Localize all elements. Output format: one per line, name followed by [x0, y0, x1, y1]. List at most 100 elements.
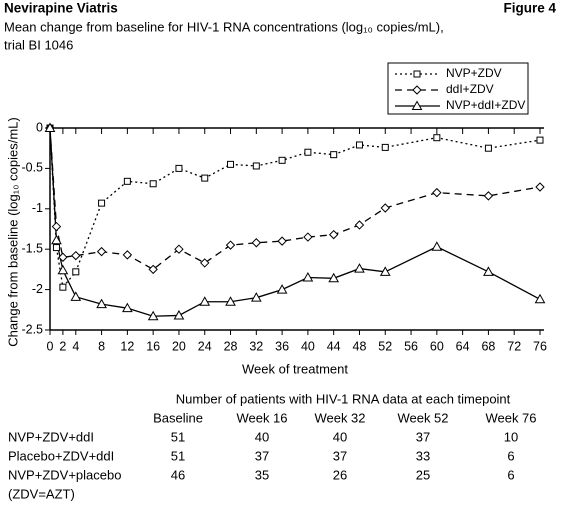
table-title: Number of patients with HIV-1 RNA data a…: [176, 391, 511, 406]
x-tick-label: 48: [353, 339, 367, 353]
series-line: [49, 127, 541, 271]
marker: [44, 122, 56, 132]
marker: [535, 182, 545, 192]
marker: [148, 264, 158, 275]
table-note: (ZDV=AZT): [8, 486, 75, 501]
legend-marker: [412, 85, 422, 95]
marker: [122, 250, 133, 260]
x-tick-label: 36: [275, 339, 289, 353]
table-cell: 37: [333, 448, 347, 463]
row-label: Placebo+ZDV+ddI: [8, 448, 114, 463]
table-cell: 40: [333, 429, 347, 444]
legend-label: NVP+ZDV: [446, 66, 502, 80]
x-tick-label: 52: [378, 339, 392, 353]
table-cell: 26: [333, 467, 347, 482]
marker: [483, 191, 494, 201]
row-label: NVP+ZDV+ddI: [8, 429, 94, 444]
table-cell: 51: [171, 429, 185, 444]
x-tick-label: 76: [533, 339, 547, 353]
figure-label: Figure 4: [503, 1, 556, 16]
y-tick-label: -1: [32, 201, 43, 215]
marker: [252, 162, 260, 170]
marker: [72, 268, 80, 276]
x-tick-label: 4: [72, 339, 79, 353]
x-tick-label: 2: [59, 339, 66, 353]
marker: [278, 156, 286, 164]
table-cell: 6: [507, 467, 514, 482]
marker: [431, 241, 443, 251]
marker: [250, 292, 262, 302]
legend-label: NVP+ddI+ZDV: [446, 98, 525, 112]
marker: [328, 229, 339, 240]
marker: [536, 136, 544, 144]
table-header: Week 76: [485, 410, 536, 425]
table-cell: 33: [416, 448, 430, 463]
y-tick-label: -2: [32, 282, 43, 296]
x-tick-label: 28: [224, 339, 238, 353]
x-tick-label: 12: [120, 339, 134, 353]
table-cell: 35: [255, 467, 269, 482]
marker: [484, 144, 492, 152]
legend-label: ddI+ZDV: [446, 82, 494, 96]
marker: [354, 220, 365, 230]
marker: [71, 250, 81, 261]
marker: [303, 232, 313, 242]
row-label: NVP+ZDV+placebo: [8, 467, 121, 482]
x-tick-label: 60: [430, 339, 444, 353]
marker: [59, 283, 67, 291]
marker: [149, 180, 157, 188]
marker: [354, 263, 365, 273]
marker: [534, 293, 546, 304]
x-tick-label: 16: [146, 339, 160, 353]
marker: [199, 296, 211, 306]
x-tick-label: 64: [456, 339, 470, 353]
subtitle: Mean change from baseline for HIV-1 RNA …: [4, 19, 444, 34]
x-tick-label: 0: [47, 339, 54, 353]
table-header: Week 16: [236, 410, 287, 425]
marker: [251, 238, 262, 248]
marker: [51, 221, 62, 232]
x-axis-label: Week of treatment: [242, 361, 348, 376]
marker: [432, 187, 442, 198]
table-header: Week 32: [314, 410, 365, 425]
x-tick-label: 20: [172, 339, 186, 353]
marker: [355, 141, 363, 149]
marker: [70, 291, 82, 301]
table-header: Baseline: [153, 410, 203, 425]
marker: [96, 298, 107, 309]
marker: [147, 310, 159, 321]
y-tick-label: -2.5: [21, 322, 43, 336]
series-line: [49, 127, 541, 289]
marker: [51, 234, 62, 245]
marker: [200, 258, 210, 268]
y-axis-label: Change from baseline (log₁₀ copies/mL): [5, 117, 20, 346]
marker: [227, 160, 235, 168]
marker: [225, 240, 236, 250]
marker: [175, 164, 183, 172]
marker: [276, 284, 288, 294]
marker: [433, 134, 441, 142]
marker: [174, 244, 184, 254]
marker: [122, 302, 133, 313]
y-tick-label: 0: [36, 120, 43, 134]
table-cell: 37: [416, 429, 430, 444]
x-tick-label: 72: [507, 339, 521, 353]
marker: [277, 236, 287, 246]
x-tick-label: 8: [98, 339, 105, 353]
legend-box: [387, 62, 529, 115]
table-cell: 40: [255, 429, 269, 444]
marker: [304, 148, 312, 156]
table-cell: 51: [171, 448, 185, 463]
table-cell: 37: [255, 448, 269, 463]
marker: [96, 246, 107, 257]
marker: [98, 199, 106, 207]
x-tick-label: 68: [481, 339, 495, 353]
marker: [52, 244, 60, 252]
legend-marker: [413, 70, 421, 78]
y-tick-label: -1.5: [21, 241, 43, 255]
marker: [225, 296, 236, 306]
marker: [381, 143, 389, 151]
table-cell: 10: [504, 429, 518, 444]
table-cell: 6: [507, 448, 514, 463]
